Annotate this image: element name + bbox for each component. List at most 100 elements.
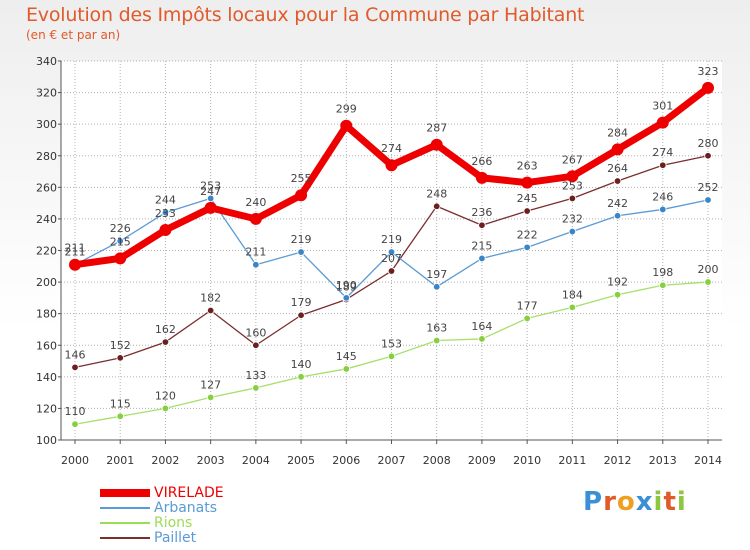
data-point-arbanats	[297, 248, 305, 256]
data-label-rions: 153	[381, 337, 402, 350]
data-point-rions	[523, 314, 531, 323]
x-tick-label: 2012	[604, 454, 632, 467]
data-point-virelade	[430, 138, 443, 151]
data-point-arbanats	[613, 212, 622, 220]
data-label-virelade: 215	[110, 235, 131, 248]
logo-letter: x	[635, 487, 654, 517]
data-point-rions	[433, 336, 441, 345]
legend-swatch-rions	[100, 521, 150, 524]
data-label-arbanats: 252	[698, 181, 719, 194]
data-label-paillet: 179	[291, 296, 312, 309]
legend-swatch-virelade	[100, 488, 150, 497]
data-label-arbanats: 211	[65, 246, 86, 259]
data-label-arbanats: 246	[652, 190, 673, 203]
data-point-virelade	[475, 171, 488, 184]
data-label-rions: 140	[291, 358, 312, 371]
x-tick-label: 2007	[378, 454, 406, 467]
data-label-arbanats: 253	[200, 179, 221, 192]
data-label-rions: 184	[562, 288, 583, 301]
data-label-paillet: 236	[471, 206, 492, 219]
data-label-arbanats: 244	[155, 194, 176, 207]
data-point-rions	[704, 278, 712, 286]
data-label-arbanats: 197	[426, 268, 447, 281]
data-point-virelade	[521, 176, 534, 189]
logo-letter: i	[676, 487, 687, 517]
y-tick-label: 240	[36, 213, 57, 226]
data-point-paillet	[297, 311, 305, 319]
data-point-paillet	[71, 363, 79, 372]
y-tick-label: 140	[36, 371, 57, 384]
chart-subtitle: (en € et par an)	[26, 28, 121, 42]
data-point-rions	[252, 384, 260, 392]
data-label-rions: 115	[110, 397, 131, 410]
y-tick-label: 220	[36, 245, 57, 258]
data-label-rions: 177	[517, 299, 538, 312]
data-label-virelade: 299	[336, 103, 357, 116]
data-point-arbanats	[523, 243, 531, 252]
y-tick-label: 320	[36, 87, 57, 100]
data-label-paillet: 253	[562, 179, 583, 192]
data-label-paillet: 182	[200, 292, 221, 305]
x-tick-label: 2003	[197, 454, 225, 467]
data-label-paillet: 162	[155, 323, 176, 336]
data-point-virelade	[566, 170, 579, 183]
data-label-rions: 200	[698, 263, 719, 276]
data-point-paillet	[206, 306, 215, 315]
data-point-arbanats	[478, 254, 486, 263]
y-tick-label: 340	[36, 55, 57, 68]
data-label-virelade: 240	[245, 196, 266, 209]
data-point-rions	[342, 365, 350, 373]
data-label-virelade: 323	[698, 65, 719, 78]
logo-letter: t	[663, 487, 677, 517]
data-label-arbanats: 222	[517, 228, 538, 241]
chart-title: Evolution des Impôts locaux pour la Comm…	[26, 4, 585, 26]
y-tick-label: 300	[36, 118, 57, 131]
data-label-virelade: 284	[607, 126, 628, 139]
data-label-virelade: 301	[652, 100, 673, 113]
legend-label-arbanats: Arbanats	[154, 499, 218, 516]
data-label-rions: 163	[426, 322, 447, 335]
data-point-virelade	[385, 159, 398, 172]
legend-item-virelade: VIRELADE	[100, 485, 320, 500]
data-point-arbanats	[342, 294, 350, 302]
data-label-paillet: 274	[652, 146, 673, 159]
data-point-rions	[478, 335, 486, 343]
data-point-rions	[387, 352, 396, 361]
x-tick-label: 2006	[332, 454, 360, 467]
data-point-arbanats	[206, 194, 215, 203]
data-point-paillet	[252, 341, 260, 349]
data-point-paillet	[704, 152, 712, 160]
data-label-rions: 133	[245, 369, 266, 382]
data-label-rions: 120	[155, 389, 176, 402]
x-tick-label: 2005	[287, 454, 315, 467]
x-tick-label: 2004	[242, 454, 270, 467]
data-point-virelade	[114, 252, 127, 265]
data-point-rions	[116, 412, 124, 421]
data-point-paillet	[433, 202, 441, 210]
data-label-paillet: 245	[517, 192, 538, 205]
data-point-paillet	[568, 194, 577, 203]
x-tick-label: 2000	[61, 454, 89, 467]
data-label-paillet: 280	[698, 137, 719, 150]
data-label-rions: 198	[652, 266, 673, 279]
data-label-paillet: 152	[110, 339, 131, 352]
data-label-virelade: 263	[517, 160, 538, 173]
data-point-arbanats	[568, 227, 577, 236]
data-point-virelade	[159, 223, 172, 236]
data-point-virelade	[204, 201, 217, 214]
data-label-arbanats: 219	[381, 233, 402, 246]
y-tick-label: 280	[36, 150, 57, 163]
data-label-virelade: 287	[426, 122, 447, 135]
data-label-rions: 110	[65, 405, 86, 418]
data-label-paillet: 207	[381, 252, 402, 265]
data-point-paillet	[161, 338, 170, 346]
logo-letter: P	[583, 487, 604, 517]
data-label-paillet: 264	[607, 162, 628, 175]
data-label-arbanats: 190	[336, 279, 357, 292]
data-point-arbanats	[433, 283, 441, 291]
data-point-virelade	[340, 119, 353, 132]
data-label-virelade: 274	[381, 142, 402, 155]
legend-swatch-arbanats	[100, 506, 150, 509]
